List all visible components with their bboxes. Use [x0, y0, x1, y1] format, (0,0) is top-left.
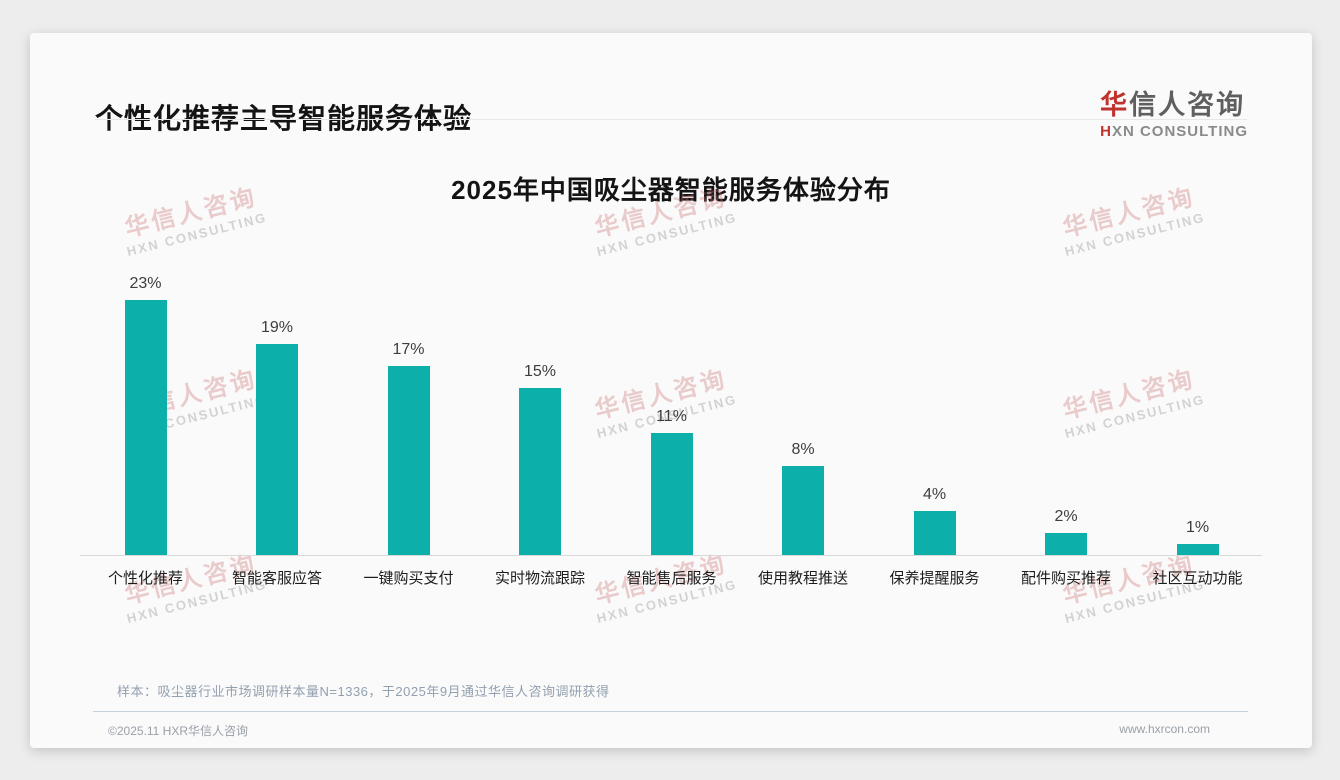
bar-value-label: 1%: [1185, 519, 1210, 536]
logo-accent-char: 华: [1100, 90, 1130, 120]
company-logo: 华信人咨询 HXN CONSULTING: [1100, 83, 1248, 140]
bar-category-label: 使用教程推送: [757, 570, 848, 587]
logo-en-rest: XN CONSULTING: [1111, 123, 1248, 140]
bar-category-label: 社区互动功能: [1152, 570, 1243, 587]
bar: [256, 344, 298, 555]
bar-value-label: 23%: [129, 275, 162, 292]
bar-value-label: 2%: [1054, 508, 1078, 525]
bar: [913, 511, 956, 555]
bar: [1176, 544, 1219, 555]
bar-category-label: 配件购买推荐: [1020, 570, 1111, 587]
logo-english-name: HXN CONSULTING: [1100, 123, 1248, 140]
bar-value-label: 8%: [791, 441, 815, 458]
footer-copyright: ©2025.11 HXR华信人咨询: [108, 724, 248, 738]
bar-category-label: 保养提醒服务: [889, 570, 980, 587]
bar-value-label: 11%: [656, 408, 687, 425]
sample-footnote: 样本：吸尘器行业市场调研样本量N=1336，于2025年9月通过华信人咨询调研获…: [117, 684, 610, 699]
logo-chinese-name: 华信人咨询: [1100, 83, 1248, 122]
bar-category-label: 智能售后服务: [626, 570, 717, 587]
bar: [124, 300, 167, 555]
header-divider: [95, 119, 1247, 120]
bar-category-label: 智能客服应答: [231, 570, 322, 587]
bar: [1045, 533, 1087, 555]
watermark: 华信人咨询 HXN CONSULTING: [592, 365, 739, 441]
bar: [519, 388, 561, 555]
bar-value-label: 4%: [922, 486, 947, 503]
bar-category-label: 个性化推荐: [107, 570, 183, 587]
bar-value-label: 17%: [392, 341, 425, 358]
bar: [387, 366, 430, 555]
bar-category-label: 实时物流跟踪: [494, 570, 585, 587]
footer-divider: [93, 711, 1248, 712]
watermark: 华信人咨询 HXN CONSULTING: [1060, 365, 1207, 441]
report-card: 个性化推荐主导智能服务体验 华信人咨询 HXN CONSULTING 2025年…: [30, 33, 1312, 748]
bar: [650, 433, 693, 555]
chart-title: 2025年中国吸尘器智能服务体验分布: [451, 175, 891, 205]
bar: [782, 466, 824, 555]
bar-value-label: 15%: [523, 363, 557, 380]
logo-cn-rest: 信人咨询: [1129, 90, 1246, 120]
page-title: 个性化推荐主导智能服务体验: [95, 103, 473, 134]
logo-en-accent: H: [1100, 123, 1112, 140]
x-axis-line: [80, 555, 1262, 556]
footer-website: www.hxrcon.com: [1119, 722, 1210, 736]
bar-category-label: 一键购买支付: [363, 570, 454, 587]
bar-value-label: 19%: [260, 319, 294, 336]
